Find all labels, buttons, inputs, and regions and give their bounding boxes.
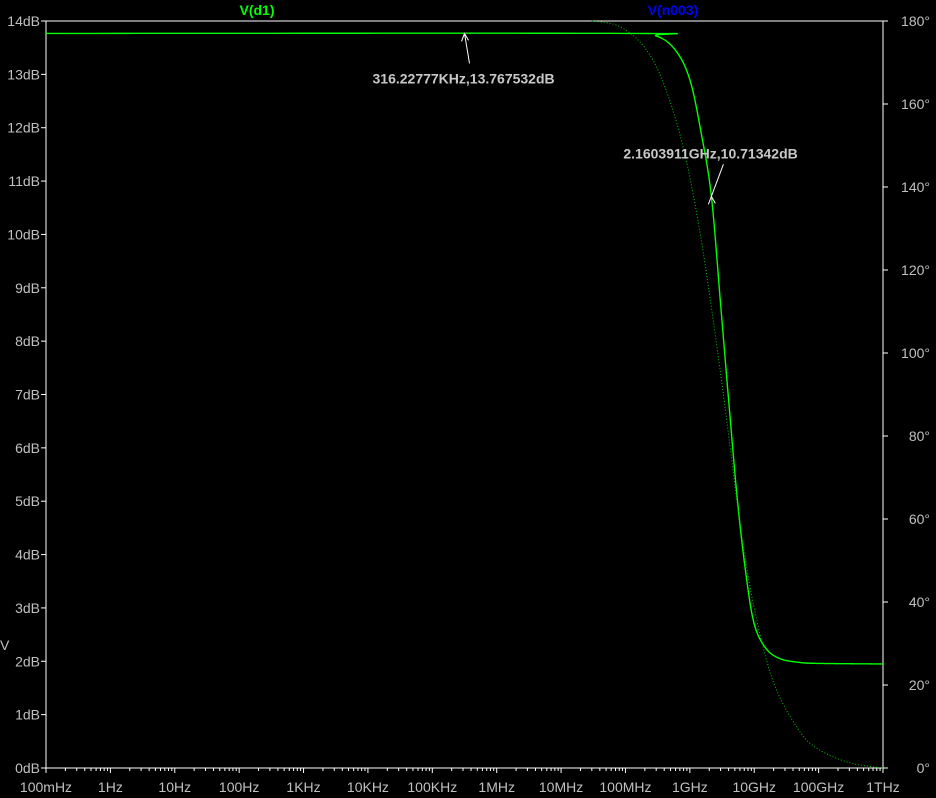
- x-axis-ticks: 100mHz 1Hz 10Hz 100Hz 1KHz 10KHz 100KHz 1MHz 10M…: [20, 768, 900, 795]
- y-right-tick-label: 20°: [909, 677, 930, 693]
- left-axis-ticks: 0dB 1dB 2dB 3dB 4dB 5dB 6dB 7dB 8dB 9dB 10dB 11dB 12…: [7, 13, 46, 776]
- y-left-tick-label: 5dB: [15, 493, 40, 509]
- y-right-tick-label: 140°: [901, 179, 930, 195]
- y-right-tick-label: 160°: [901, 96, 930, 112]
- cursor-annotations: 316.22777KHz,13.767532dB 2.1603911GHz,10.…: [373, 32, 798, 205]
- series-line-1: [591, 20, 884, 769]
- y-left-tick-label: 0dB: [15, 760, 40, 776]
- y-right-tick-label: 0°: [917, 760, 930, 776]
- x-tick-label: 1GHz: [672, 779, 708, 795]
- cursor-1-label: 316.22777KHz,13.767532dB: [373, 70, 555, 86]
- x-tick-label: 100GHz: [793, 779, 844, 795]
- series-line-0: [45, 32, 884, 665]
- x-tick-label: 1KHz: [286, 779, 320, 795]
- cursor-leader: [464, 33, 470, 64]
- right-axis-ticks: 0° 20° 40° 60° 80° 100° 120° 140° 160° 180°: [883, 13, 930, 776]
- y-right-tick-label: 60°: [909, 511, 930, 527]
- y-left-tick-label: 11dB: [8, 173, 40, 189]
- cursor-leader: [710, 164, 724, 197]
- y-left-tick-label: 10dB: [7, 226, 40, 242]
- x-tick-label: 100MHz: [599, 779, 651, 795]
- cursor-2-label: 2.1603911GHz,10.71342dB: [623, 145, 797, 161]
- series-lines: [45, 20, 884, 769]
- y-left-tick-label: 12dB: [7, 120, 40, 136]
- cursor-arrowhead: [461, 32, 469, 42]
- y-right-tick-label: 100°: [901, 345, 930, 361]
- y-left-tick-label: 2dB: [15, 653, 40, 669]
- x-tick-label: 10Hz: [158, 779, 191, 795]
- y-left-tick-label: 1dB: [15, 707, 40, 723]
- x-tick-label: 10MHz: [539, 779, 583, 795]
- y-left-tick-label: 7dB: [15, 387, 40, 403]
- y-left-tick-label: 9dB: [15, 280, 40, 296]
- legend-entry: V(n003): [648, 2, 699, 18]
- y-right-tick-label: 120°: [901, 262, 930, 278]
- y-left-tick-label: 8dB: [15, 333, 40, 349]
- x-tick-label: 10KHz: [347, 779, 389, 795]
- x-tick-label: 1THz: [866, 779, 899, 795]
- x-tick-label: 100mHz: [20, 779, 72, 795]
- y-left-tick-label: 13dB: [7, 66, 40, 82]
- x-tick-label: 100Hz: [219, 779, 259, 795]
- x-tick-label: 1Hz: [98, 779, 123, 795]
- legend: V(d1) V(n003): [240, 2, 699, 18]
- plot-frame: [45, 20, 884, 769]
- y-left-tick-label: 6dB: [15, 440, 40, 456]
- y-left-tick-label: 3dB: [15, 600, 40, 616]
- y-left-tick-label: 4dB: [15, 547, 40, 563]
- y-left-tick-label: 14dB: [7, 13, 40, 29]
- legend-entry: V(d1): [240, 2, 275, 18]
- x-tick-label: 100KHz: [407, 779, 457, 795]
- cursor-arrowhead: [707, 195, 716, 205]
- y-right-tick-label: 180°: [901, 13, 930, 29]
- y-axis-label: V: [0, 637, 10, 653]
- y-right-tick-label: 40°: [909, 594, 930, 610]
- y-right-tick-label: 80°: [909, 428, 930, 444]
- x-tick-label: 10GHz: [732, 779, 776, 795]
- x-tick-label: 1MHz: [478, 779, 515, 795]
